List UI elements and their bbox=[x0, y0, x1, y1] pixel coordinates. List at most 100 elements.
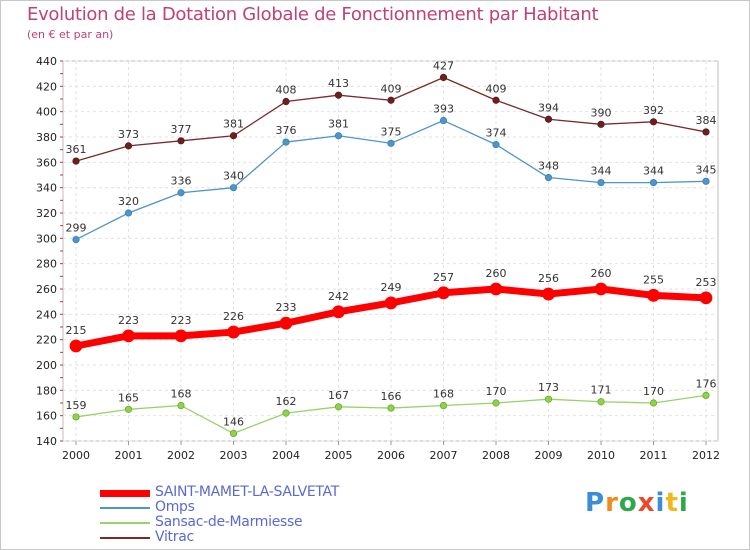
data-label-vitrac: 409 bbox=[381, 82, 402, 95]
logo-letter: t bbox=[665, 488, 679, 518]
data-point-sansac-de-marmiesse bbox=[72, 413, 80, 421]
data-point-omps bbox=[702, 177, 710, 185]
chart-title: Evolution de la Dotation Globale de Fonc… bbox=[27, 4, 599, 25]
data-labels: 361 373 377 381 408 413 409 427 409 394 390 392 384 2… bbox=[66, 59, 717, 428]
data-point-vitrac bbox=[439, 73, 448, 82]
data-point-saint-mamet-la-salvetat bbox=[437, 286, 450, 300]
data-point-vitrac bbox=[702, 128, 710, 136]
data-label-omps: 381 bbox=[328, 118, 349, 131]
data-point-sansac-de-marmiesse bbox=[702, 391, 710, 399]
data-label-sansac-de-marmiesse: 146 bbox=[223, 415, 244, 428]
data-point-sansac-de-marmiesse bbox=[177, 401, 185, 410]
data-point-omps bbox=[649, 179, 658, 187]
series-lines bbox=[69, 73, 713, 437]
x-tick-label: 2006 bbox=[377, 449, 405, 462]
data-point-vitrac bbox=[334, 91, 343, 99]
y-tick-label: 160 bbox=[36, 410, 57, 423]
data-label-vitrac: 390 bbox=[591, 106, 612, 119]
data-label-saint-mamet-la-salvetat: 260 bbox=[591, 267, 612, 280]
y-tick-label: 340 bbox=[36, 182, 57, 195]
x-tick-label: 2010 bbox=[587, 449, 615, 462]
data-point-saint-mamet-la-salvetat bbox=[594, 282, 608, 296]
data-label-sansac-de-marmiesse: 168 bbox=[171, 388, 192, 401]
data-point-omps bbox=[597, 179, 605, 187]
data-label-vitrac: 408 bbox=[276, 84, 297, 97]
data-label-sansac-de-marmiesse: 171 bbox=[591, 384, 612, 397]
data-point-sansac-de-marmiesse bbox=[544, 395, 553, 403]
data-label-vitrac: 361 bbox=[66, 143, 87, 156]
x-tick-label: 2009 bbox=[535, 449, 563, 462]
legend-label: Sansac-de-Marmiesse bbox=[155, 514, 303, 530]
data-point-vitrac bbox=[649, 118, 658, 126]
data-point-sansac-de-marmiesse bbox=[387, 404, 395, 412]
data-label-sansac-de-marmiesse: 162 bbox=[276, 395, 297, 408]
legend-swatch bbox=[100, 507, 150, 509]
y-tick-label: 200 bbox=[36, 359, 57, 372]
data-point-saint-mamet-la-salvetat bbox=[384, 296, 398, 310]
data-point-vitrac bbox=[177, 137, 185, 145]
y-tick-label: 220 bbox=[36, 334, 57, 347]
data-label-omps: 336 bbox=[171, 175, 192, 188]
data-label-saint-mamet-la-salvetat: 255 bbox=[643, 273, 664, 286]
data-point-omps bbox=[72, 236, 80, 244]
data-label-sansac-de-marmiesse: 159 bbox=[66, 399, 87, 412]
data-label-sansac-de-marmiesse: 170 bbox=[643, 385, 664, 398]
x-tick-label: 2007 bbox=[430, 449, 458, 462]
data-point-saint-mamet-la-salvetat bbox=[122, 329, 135, 343]
y-tick-label: 140 bbox=[36, 435, 57, 448]
data-point-omps bbox=[177, 189, 185, 197]
logo-letter: r bbox=[605, 488, 619, 518]
y-tick-label: 260 bbox=[36, 283, 57, 296]
data-label-vitrac: 394 bbox=[538, 101, 559, 114]
y-tick-label: 360 bbox=[36, 156, 57, 169]
data-point-vitrac bbox=[282, 97, 290, 106]
data-label-omps: 348 bbox=[538, 160, 559, 173]
y-tick-label: 380 bbox=[36, 131, 57, 144]
data-point-vitrac bbox=[492, 96, 500, 104]
data-label-omps: 320 bbox=[118, 195, 139, 208]
x-tick-label: 2000 bbox=[62, 449, 90, 462]
data-point-omps bbox=[334, 132, 343, 140]
data-point-saint-mamet-la-salvetat bbox=[489, 282, 503, 296]
x-tick-label: 2012 bbox=[692, 449, 720, 462]
y-tick-label: 300 bbox=[36, 232, 57, 245]
data-label-sansac-de-marmiesse: 168 bbox=[433, 388, 454, 401]
data-point-sansac-de-marmiesse bbox=[597, 398, 605, 406]
x-tick-label: 2003 bbox=[220, 449, 248, 462]
data-label-saint-mamet-la-salvetat: 223 bbox=[118, 314, 139, 327]
chart-subtitle: (en € et par an) bbox=[27, 28, 114, 41]
data-point-saint-mamet-la-salvetat bbox=[542, 287, 555, 301]
data-point-sansac-de-marmiesse bbox=[649, 399, 658, 407]
legend-label: SAINT-MAMET-LA-SALVETAT bbox=[155, 484, 340, 500]
data-point-omps bbox=[544, 173, 553, 182]
legend-swatch bbox=[100, 522, 150, 524]
data-point-saint-mamet-la-salvetat bbox=[279, 316, 293, 330]
data-point-sansac-de-marmiesse bbox=[229, 429, 238, 437]
data-label-omps: 344 bbox=[643, 165, 664, 178]
data-point-sansac-de-marmiesse bbox=[492, 399, 500, 407]
x-tick-label: 2008 bbox=[482, 449, 510, 462]
data-label-omps: 374 bbox=[486, 127, 507, 140]
data-point-vitrac bbox=[229, 132, 238, 140]
data-label-sansac-de-marmiesse: 167 bbox=[328, 389, 349, 402]
legend-label: Vitrac bbox=[155, 529, 194, 545]
data-point-vitrac bbox=[544, 115, 553, 123]
data-label-omps: 299 bbox=[66, 222, 87, 235]
data-label-saint-mamet-la-salvetat: 242 bbox=[328, 290, 349, 303]
data-point-saint-mamet-la-salvetat bbox=[227, 325, 240, 339]
data-point-omps bbox=[282, 138, 290, 146]
data-point-saint-mamet-la-salvetat bbox=[699, 291, 713, 305]
line-chart: 140 160 180 200 220 240 260 280 300 320 340 360 380 4… bbox=[36, 55, 720, 462]
data-point-omps bbox=[124, 209, 133, 217]
y-tick-label: 280 bbox=[36, 258, 57, 271]
legend-swatch bbox=[100, 537, 150, 539]
logo-letter: x bbox=[637, 488, 656, 518]
x-tick-label: 2002 bbox=[167, 449, 195, 462]
data-point-omps bbox=[229, 184, 238, 192]
logo-letter: i bbox=[678, 488, 689, 518]
grid bbox=[62, 60, 719, 442]
data-point-sansac-de-marmiesse bbox=[439, 401, 448, 410]
data-label-saint-mamet-la-salvetat: 233 bbox=[276, 301, 297, 314]
data-label-omps: 376 bbox=[276, 124, 297, 137]
data-point-sansac-de-marmiesse bbox=[124, 405, 133, 413]
